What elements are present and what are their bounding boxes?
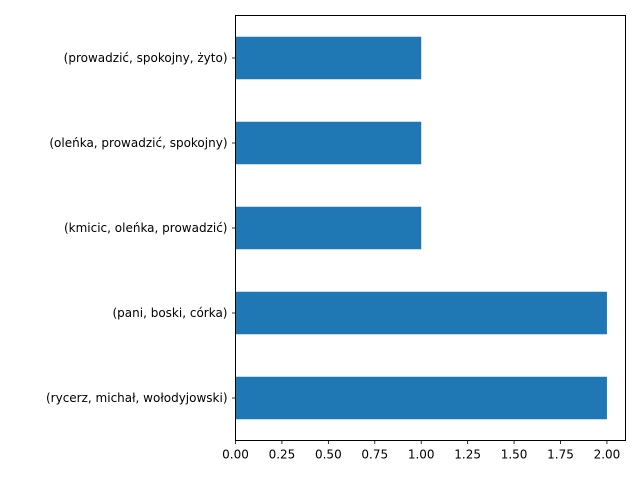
y-tick-label: (kmicic, oleńka, prowadzić) [64, 221, 228, 235]
x-axis: 0.00 0.25 0.50 0.75 1.00 1.25 1.50 1.75 2.00 [222, 440, 621, 462]
x-tick-label: 0.25 [269, 448, 296, 462]
y-tick-label: (oleńka, prowadzić, spokojny) [49, 136, 227, 150]
y-tick-label: (prowadzić, spokojny, żyto) [64, 51, 228, 65]
x-tick-label: 1.50 [501, 448, 528, 462]
x-tick-label: 0.50 [315, 448, 342, 462]
x-tick-label: 0.75 [361, 448, 388, 462]
plot-frame [235, 15, 626, 441]
bar [235, 376, 607, 420]
x-tick-label: 1.00 [408, 448, 435, 462]
bar [235, 206, 422, 250]
x-tick-label: 2.00 [594, 448, 621, 462]
x-tick-label: 1.25 [454, 448, 481, 462]
bar [235, 36, 422, 80]
x-tick-label: 1.75 [547, 448, 574, 462]
bar [235, 291, 607, 335]
y-axis: (rycerz, michał, wołodyjowski) (pani, bos… [46, 51, 236, 405]
bar [235, 121, 422, 165]
x-tick-label: 0.00 [222, 448, 249, 462]
y-tick-label: (rycerz, michał, wołodyjowski) [46, 391, 228, 405]
bars-group [235, 36, 607, 420]
y-tick-label: (pani, boski, córka) [113, 306, 228, 320]
